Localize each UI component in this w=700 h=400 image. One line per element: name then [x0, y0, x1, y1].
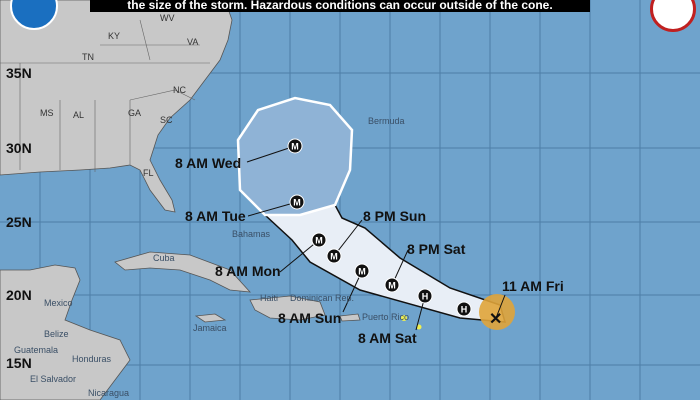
track-point-symbol: M [293, 198, 301, 208]
track-point-symbol: H [461, 305, 468, 315]
track-point-symbol: H [422, 292, 429, 302]
lat-label: 20N [6, 287, 32, 303]
land [0, 0, 361, 400]
place-label: Puerto Rico [362, 312, 410, 322]
track-point-symbol: M [291, 142, 299, 152]
lat-label: 15N [6, 355, 32, 371]
state-label: WV [160, 13, 175, 23]
place-label: Nicaragua [88, 388, 130, 398]
track-point-marker [384, 277, 400, 293]
place-label: Dominican Rep. [290, 293, 355, 303]
cone-days-4-5 [236, 96, 354, 217]
state-label: NC [173, 85, 186, 95]
state-label: SC [160, 115, 173, 125]
track-label: 8 PM Sat [407, 241, 466, 257]
track-label: 8 AM Sun [278, 310, 342, 326]
track-label: 8 AM Mon [215, 263, 281, 279]
lat-label: 25N [6, 214, 32, 230]
place-label: Guatemala [14, 345, 59, 355]
track-point-marker [326, 248, 342, 264]
place-label: Bermuda [368, 116, 405, 126]
place-label: Jamaica [193, 323, 227, 333]
track-point-marker [287, 138, 303, 154]
track-point-symbol: M [358, 267, 366, 277]
place-label: Belize [44, 329, 69, 339]
track-label: 8 AM Sat [358, 330, 417, 346]
track-label-current: 11 AM Fri [502, 278, 564, 294]
track-point-marker [354, 263, 370, 279]
track-point-marker [311, 232, 327, 248]
current-wind-field [479, 294, 515, 330]
state-borders [0, 19, 210, 172]
track-point-marker [417, 288, 433, 304]
state-label: AL [73, 110, 85, 120]
lat-label: 30N [6, 140, 32, 156]
track-label: 8 PM Sun [363, 208, 427, 224]
state-label: MS [40, 108, 54, 118]
state-label: FL [143, 168, 154, 178]
state-label: VA [187, 37, 199, 47]
place-label: El Salvador [30, 374, 77, 384]
track-point-symbol: M [315, 236, 323, 246]
track-label: 8 AM Tue [185, 208, 246, 224]
place-label: Bahamas [232, 229, 271, 239]
place-label: Mexico [44, 298, 73, 308]
track-point-symbol: M [388, 281, 396, 291]
banner: the size of the storm. Hazardous conditi… [90, 0, 590, 12]
state-label: TN [82, 52, 94, 62]
place-label: Cuba [153, 253, 175, 263]
state-label: GA [128, 108, 142, 118]
warning-area [416, 324, 422, 330]
place-label: Haiti [260, 293, 279, 303]
place-label: Honduras [72, 354, 112, 364]
state-label: KY [108, 31, 121, 41]
warning-area [401, 315, 407, 321]
track-point-marker [456, 301, 472, 317]
lat-label: 35N [6, 65, 32, 81]
x-storm-center-icon: ✕ [489, 311, 502, 328]
track-label: 8 AM Wed [175, 155, 242, 171]
track-point-marker [289, 194, 305, 210]
track-point-symbol: M [330, 252, 338, 262]
